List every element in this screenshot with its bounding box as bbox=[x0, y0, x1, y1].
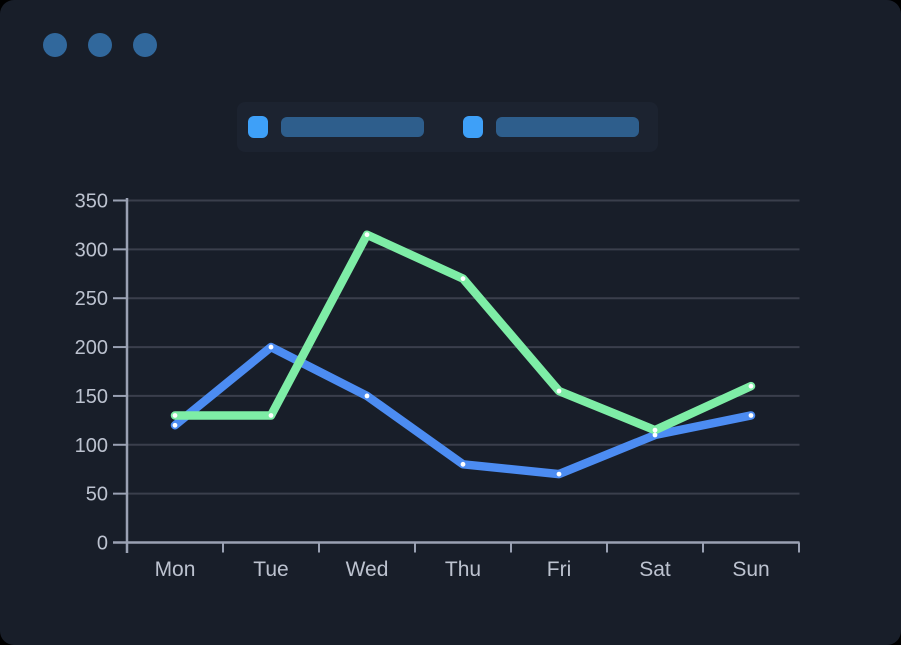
chart-legend bbox=[237, 102, 658, 152]
data-point-series-2-sat[interactable] bbox=[652, 427, 658, 433]
legend-label-placeholder bbox=[281, 117, 424, 137]
data-point-series-2-sun[interactable] bbox=[748, 383, 754, 389]
data-point-series-1-mon[interactable] bbox=[172, 422, 178, 428]
series-line-2[interactable] bbox=[170, 230, 756, 435]
y-tick-label-50: 50 bbox=[86, 484, 108, 506]
y-tick-label-150: 150 bbox=[75, 386, 108, 408]
window-control-dot-1[interactable] bbox=[43, 33, 67, 57]
legend-item-series-1[interactable] bbox=[248, 116, 424, 138]
legend-item-series-2[interactable] bbox=[463, 116, 639, 138]
data-point-series-1-fri[interactable] bbox=[556, 471, 562, 477]
window-control-dot-3[interactable] bbox=[133, 33, 157, 57]
y-tick-label-300: 300 bbox=[75, 239, 108, 261]
y-tick-label-350: 350 bbox=[75, 191, 108, 213]
y-tick-label-250: 250 bbox=[75, 288, 108, 310]
x-tick-label-wed: Wed bbox=[346, 558, 389, 581]
y-tick-label-100: 100 bbox=[75, 435, 108, 457]
x-tick-label-sun: Sun bbox=[732, 558, 769, 581]
x-tick-label-fri: Fri bbox=[547, 558, 572, 581]
data-point-series-2-thu[interactable] bbox=[460, 276, 466, 282]
data-point-series-2-tue[interactable] bbox=[268, 413, 274, 418]
data-point-series-1-wed[interactable] bbox=[364, 393, 370, 399]
y-tick-label-200: 200 bbox=[75, 337, 108, 359]
legend-label-placeholder bbox=[496, 117, 639, 137]
series-line-1[interactable] bbox=[170, 342, 756, 479]
x-tick-label-sat: Sat bbox=[639, 558, 671, 581]
legend-swatch-icon bbox=[248, 116, 268, 138]
data-point-series-2-mon[interactable] bbox=[172, 413, 178, 418]
data-point-series-1-thu[interactable] bbox=[460, 461, 466, 467]
data-point-series-2-wed[interactable] bbox=[364, 232, 370, 238]
data-point-series-2-fri[interactable] bbox=[556, 388, 562, 394]
data-point-series-1-tue[interactable] bbox=[268, 344, 274, 350]
data-point-series-1-sat[interactable] bbox=[652, 432, 658, 438]
window-controls bbox=[43, 33, 157, 57]
x-tick-label-tue: Tue bbox=[253, 558, 288, 581]
data-point-series-1-sun[interactable] bbox=[748, 413, 754, 418]
y-tick-label-0: 0 bbox=[97, 533, 108, 555]
x-tick-label-thu: Thu bbox=[445, 558, 481, 581]
window-control-dot-2[interactable] bbox=[88, 33, 112, 57]
x-tick-label-mon: Mon bbox=[155, 558, 196, 581]
legend-swatch-icon bbox=[463, 116, 483, 138]
